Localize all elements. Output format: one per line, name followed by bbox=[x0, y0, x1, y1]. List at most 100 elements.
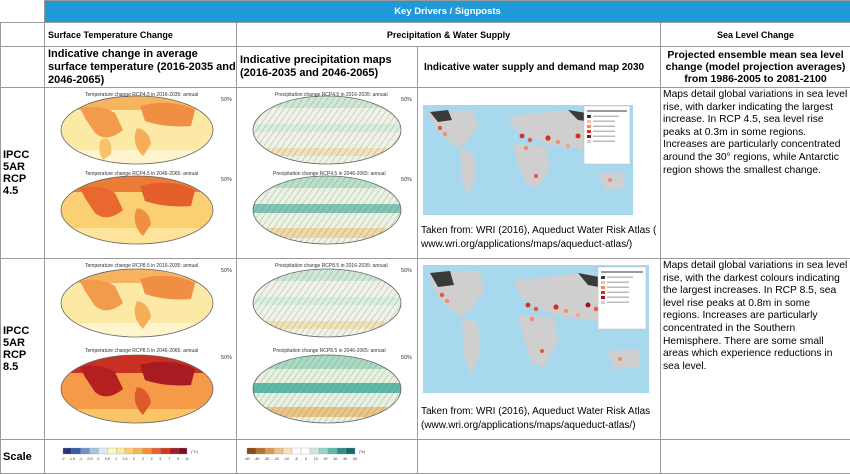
colorbar-swatch bbox=[346, 448, 355, 454]
sea-desc-rcp45: Maps detail global variations in sea lev… bbox=[661, 88, 850, 259]
map-title: Temperature change RCP8.5 in 2016-2035: … bbox=[85, 263, 198, 269]
scale-label: Scale bbox=[1, 440, 45, 474]
section-temp: Surface Temperature Change bbox=[45, 23, 237, 47]
precip-maps-rcp45: Precipitation change RCP4.5 in 2016-2035… bbox=[237, 88, 418, 259]
colorbar-tick-label: 1 bbox=[115, 457, 117, 461]
map-title: Temperature change RCP4.5 in 2016-2035: … bbox=[85, 92, 198, 98]
ensemble-pct: 50% bbox=[221, 97, 232, 103]
ensemble-pct: 50% bbox=[401, 355, 412, 361]
water-map-rcp85: Taken from: WRI (2016), Aqueduct Water R… bbox=[418, 259, 661, 440]
row-label-rcp45: IPCC 5AR RCP 4.5 bbox=[1, 88, 45, 259]
colorbar-swatch bbox=[310, 448, 319, 454]
colorbar-tick-label: 11 bbox=[185, 457, 189, 461]
colorbar-swatch bbox=[90, 448, 99, 454]
colhead-temp: Indicative change in average surface tem… bbox=[45, 47, 237, 88]
temp-maps-rcp85: Temperature change RCP8.5 in 2016-2035: … bbox=[45, 259, 237, 440]
scale-empty-sea bbox=[661, 440, 850, 474]
colorbar-tick-label: 20 bbox=[324, 457, 328, 461]
colorbar-tick-label: 0.5 bbox=[105, 457, 110, 461]
map-title: Precipitation change RCP8.5 in 2016-2035… bbox=[275, 263, 388, 269]
colorbar-swatch bbox=[81, 448, 90, 454]
colorbar-swatch bbox=[256, 448, 265, 454]
colorbar-tick-label: 40 bbox=[343, 457, 347, 461]
map-title: Temperature change RCP8.5 in 2046-2065: … bbox=[85, 348, 198, 354]
row-label-line: RCP 8.5 bbox=[3, 349, 44, 373]
precip-maps-rcp85-svg bbox=[237, 259, 417, 434]
colorbar-swatch bbox=[169, 448, 178, 454]
colorbar-tick-label: 50 bbox=[353, 457, 357, 461]
colorbar-tick-label: 30 bbox=[333, 457, 337, 461]
colhead-water: Indicative water supply and demand map 2… bbox=[418, 47, 661, 88]
colorbar-tick-label: -40 bbox=[254, 457, 259, 461]
colorbar-swatch bbox=[63, 448, 72, 454]
colorbar-swatch bbox=[301, 448, 310, 454]
row-label-line: IPCC bbox=[3, 325, 44, 337]
colorbar-swatch bbox=[292, 448, 301, 454]
colorbar-tick-label: -5 bbox=[294, 457, 297, 461]
map-title: Temperature change RCP4.5 in 2046-2065: … bbox=[85, 171, 198, 177]
colorbar-tick-label: 5 bbox=[159, 457, 161, 461]
colorbar-swatch bbox=[283, 448, 292, 454]
colhead-spacer bbox=[1, 47, 45, 88]
colorbar-tick-label: 4 bbox=[151, 457, 153, 461]
ensemble-pct: 50% bbox=[221, 177, 232, 183]
colorbar-swatch bbox=[160, 448, 169, 454]
colorbar-tick-label: 3 bbox=[142, 457, 144, 461]
row-label-line: 5AR bbox=[3, 337, 44, 349]
water-risk-map-svg bbox=[418, 88, 660, 224]
sea-desc-rcp85: Maps detail global variations in sea lev… bbox=[661, 259, 850, 440]
colorbar-tick-label: -1 bbox=[79, 457, 82, 461]
colorbar-tick-label: -1.5 bbox=[69, 457, 75, 461]
section-sea: Sea Level Change bbox=[661, 23, 850, 47]
colorbar-swatch bbox=[152, 448, 161, 454]
ensemble-pct: 50% bbox=[221, 355, 232, 361]
colorbar-swatch bbox=[98, 448, 107, 454]
colorbar-tick-label: 0 bbox=[97, 457, 99, 461]
colorbar-swatch bbox=[247, 448, 256, 454]
colorbar-swatch bbox=[337, 448, 346, 454]
ensemble-pct: 50% bbox=[401, 177, 412, 183]
scale-empty-water bbox=[418, 440, 661, 474]
colorbar-swatch bbox=[143, 448, 152, 454]
water-map-rcp45: Taken from: WRI (2016), Aqueduct Water R… bbox=[418, 88, 661, 259]
colorbar-tick-label: -20 bbox=[274, 457, 279, 461]
row-label-rcp85: IPCC 5AR RCP 8.5 bbox=[1, 259, 45, 440]
colorbar-tick-label: 10 bbox=[314, 457, 318, 461]
precip-maps-rcp85: Precipitation change RCP8.5 in 2016-2035… bbox=[237, 259, 418, 440]
colorbar-swatch bbox=[319, 448, 328, 454]
colorbar-swatch bbox=[107, 448, 116, 454]
row-label-line: RCP 4.5 bbox=[3, 173, 44, 197]
section-precip: Precipitation & Water Supply bbox=[237, 23, 661, 47]
ensemble-pct: 50% bbox=[401, 268, 412, 274]
colorbar-tick-label: -2 bbox=[61, 457, 64, 461]
banner-title: Key Drivers / Signposts bbox=[45, 1, 850, 23]
colorbar-tick-label: -50 bbox=[244, 457, 249, 461]
colorbar-tick-label: -0.5 bbox=[86, 457, 92, 461]
map-title: Precipitation change RCP8.5 in 2046-2065… bbox=[273, 348, 386, 354]
map-title: Precipitation change RCP4.5 in 2046-2065… bbox=[273, 171, 386, 177]
temp-scale: -2 -1.5 -1 -0.5 0 0.5 1 1.5 2 3 4 5 7 9 11(°C) bbox=[45, 440, 237, 474]
colorbar-tick-label: 5 bbox=[305, 457, 307, 461]
map-credit: Taken from: WRI (2016), Aqueduct Water R… bbox=[418, 224, 660, 252]
colorbar-tick-label: 1.5 bbox=[123, 457, 128, 461]
section-spacer bbox=[1, 23, 45, 47]
colorbar-swatch bbox=[328, 448, 337, 454]
row-label-line: IPCC bbox=[3, 149, 44, 161]
colorbar-tick-label: 9 bbox=[177, 457, 179, 461]
colorbar-unit: (°C) bbox=[191, 449, 199, 454]
colorbar-tick-label: -30 bbox=[264, 457, 269, 461]
colorbar-tick-label: 2 bbox=[133, 457, 135, 461]
temp-maps-rcp45: Temperature change RCP4.5 in 2016-2035: … bbox=[45, 88, 237, 259]
temp-colorbar: -2 -1.5 -1 -0.5 0 0.5 1 1.5 2 3 4 5 7 9 11(°C) bbox=[45, 440, 235, 468]
colorbar-swatch bbox=[265, 448, 274, 454]
colorbar-swatch bbox=[178, 448, 187, 454]
water-risk-map-svg bbox=[418, 259, 660, 405]
ensemble-pct: 50% bbox=[401, 97, 412, 103]
colorbar-unit: (%) bbox=[359, 449, 366, 454]
colorbar-tick-label: 7 bbox=[168, 457, 170, 461]
map-title: Precipitation change RCP4.5 in 2016-2035… bbox=[275, 92, 388, 98]
banner-spacer bbox=[1, 1, 45, 23]
colorbar-swatch bbox=[116, 448, 125, 454]
